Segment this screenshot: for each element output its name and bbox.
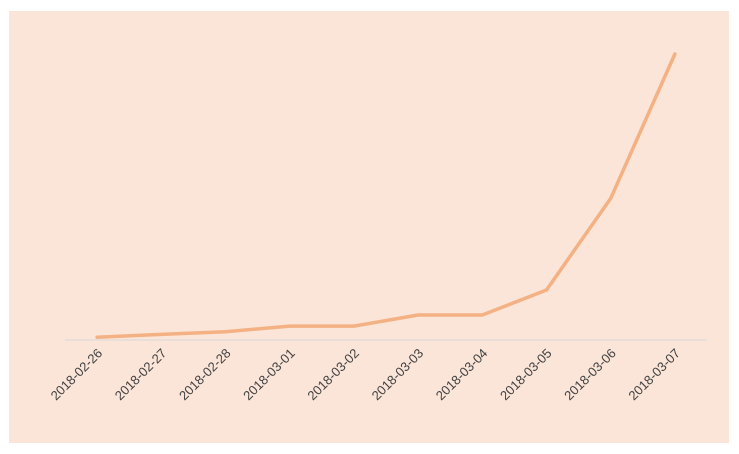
x-tick-label: 2018-02-27 xyxy=(112,346,170,404)
x-tick-label: 2018-03-07 xyxy=(625,346,683,404)
chart-area xyxy=(9,11,729,443)
x-tick-label: 2018-03-01 xyxy=(240,346,298,404)
x-tick-label: 2018-02-28 xyxy=(176,346,234,404)
x-tick-label: 2018-03-04 xyxy=(433,346,491,404)
x-tick-label: 2018-03-03 xyxy=(369,346,427,404)
x-tick-labels: 2018-02-26 2018-02-27 2018-02-28 2018-03-01… xyxy=(48,346,683,404)
series-line xyxy=(95,52,677,339)
x-tick-label: 2018-03-05 xyxy=(497,346,555,404)
x-tick-label: 2018-02-26 xyxy=(48,346,106,404)
x-tick-label: 2018-03-06 xyxy=(561,346,619,404)
x-tick-label: 2018-03-02 xyxy=(304,346,362,404)
